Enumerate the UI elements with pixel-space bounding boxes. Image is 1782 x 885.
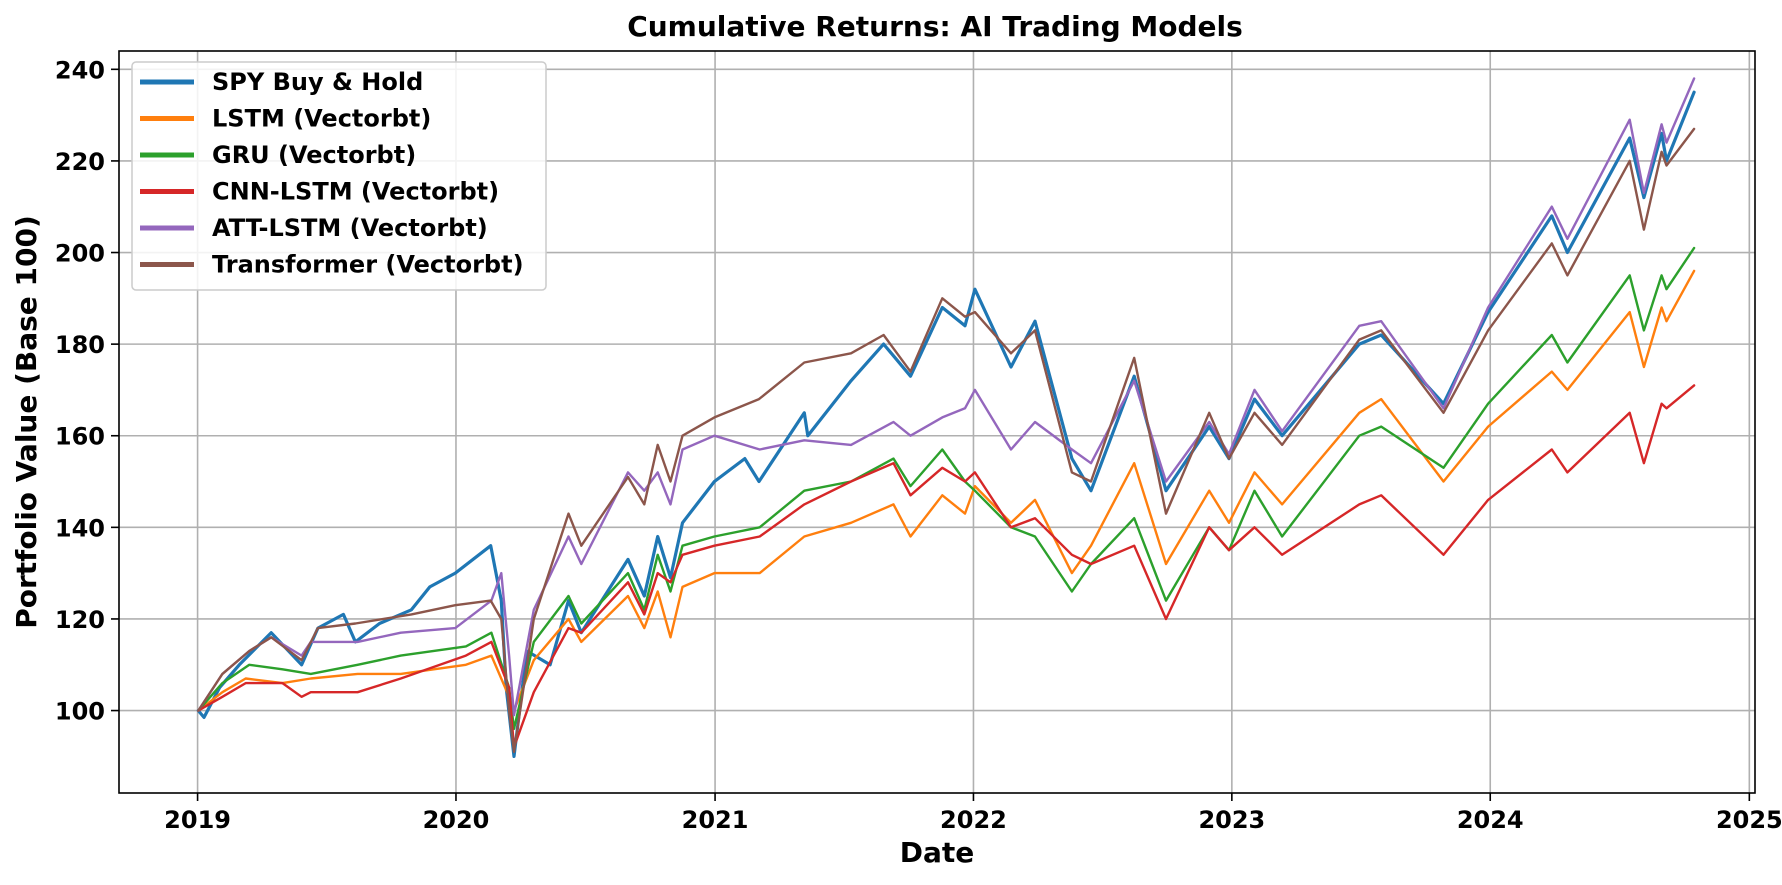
y-tick-label: 140 bbox=[55, 514, 105, 542]
legend-label: CNN-LSTM (Vectorbt) bbox=[212, 178, 499, 206]
x-tick-label: 2025 bbox=[1716, 806, 1782, 834]
legend-label: LSTM (Vectorbt) bbox=[212, 105, 431, 133]
grid-lines bbox=[119, 51, 1755, 793]
legend-box bbox=[131, 61, 547, 291]
series-line-3 bbox=[197, 384, 1696, 749]
x-axis-ticks: 2019 2020 2021 2022 2023 2024 2025 bbox=[164, 793, 1782, 834]
y-axis-label: Portfolio Value (Base 100) bbox=[10, 215, 43, 629]
y-tick-label: 100 bbox=[55, 698, 105, 726]
y-tick-label: 200 bbox=[55, 240, 105, 268]
legend-items: SPY Buy & Hold LSTM (Vectorbt) GRU (Vector… bbox=[140, 68, 524, 279]
x-tick-label: 2021 bbox=[682, 806, 749, 834]
x-tick-label: 2023 bbox=[1198, 806, 1265, 834]
legend-label: Transformer (Vectorbt) bbox=[212, 251, 524, 279]
chart-title: Cumulative Returns: AI Trading Models bbox=[627, 10, 1243, 43]
x-tick-label: 2019 bbox=[164, 806, 231, 834]
legend: SPY Buy & Hold LSTM (Vectorbt) GRU (Vector… bbox=[131, 61, 547, 291]
x-tick-label: 2024 bbox=[1457, 806, 1524, 834]
series-line-4 bbox=[197, 77, 1696, 717]
legend-label: SPY Buy & Hold bbox=[212, 68, 423, 96]
x-axis-label: Date bbox=[900, 836, 975, 869]
x-tick-label: 2022 bbox=[940, 806, 1007, 834]
y-tick-label: 160 bbox=[55, 423, 105, 451]
legend-label: ATT-LSTM (Vectorbt) bbox=[212, 214, 488, 242]
x-tick-label: 2020 bbox=[423, 806, 490, 834]
y-axis-ticks: 100 120 140 160 180 200 220 240 bbox=[55, 56, 119, 726]
y-tick-label: 240 bbox=[55, 56, 105, 84]
legend-label: GRU (Vectorbt) bbox=[212, 141, 416, 169]
series-lines bbox=[196, 77, 1696, 759]
series-line-5 bbox=[197, 127, 1696, 753]
y-tick-label: 120 bbox=[55, 606, 105, 634]
series-line-2 bbox=[197, 246, 1696, 731]
series-line-1 bbox=[197, 269, 1696, 712]
y-tick-label: 180 bbox=[55, 331, 105, 359]
y-tick-label: 220 bbox=[55, 148, 105, 176]
plot-area-frame bbox=[118, 50, 1756, 794]
